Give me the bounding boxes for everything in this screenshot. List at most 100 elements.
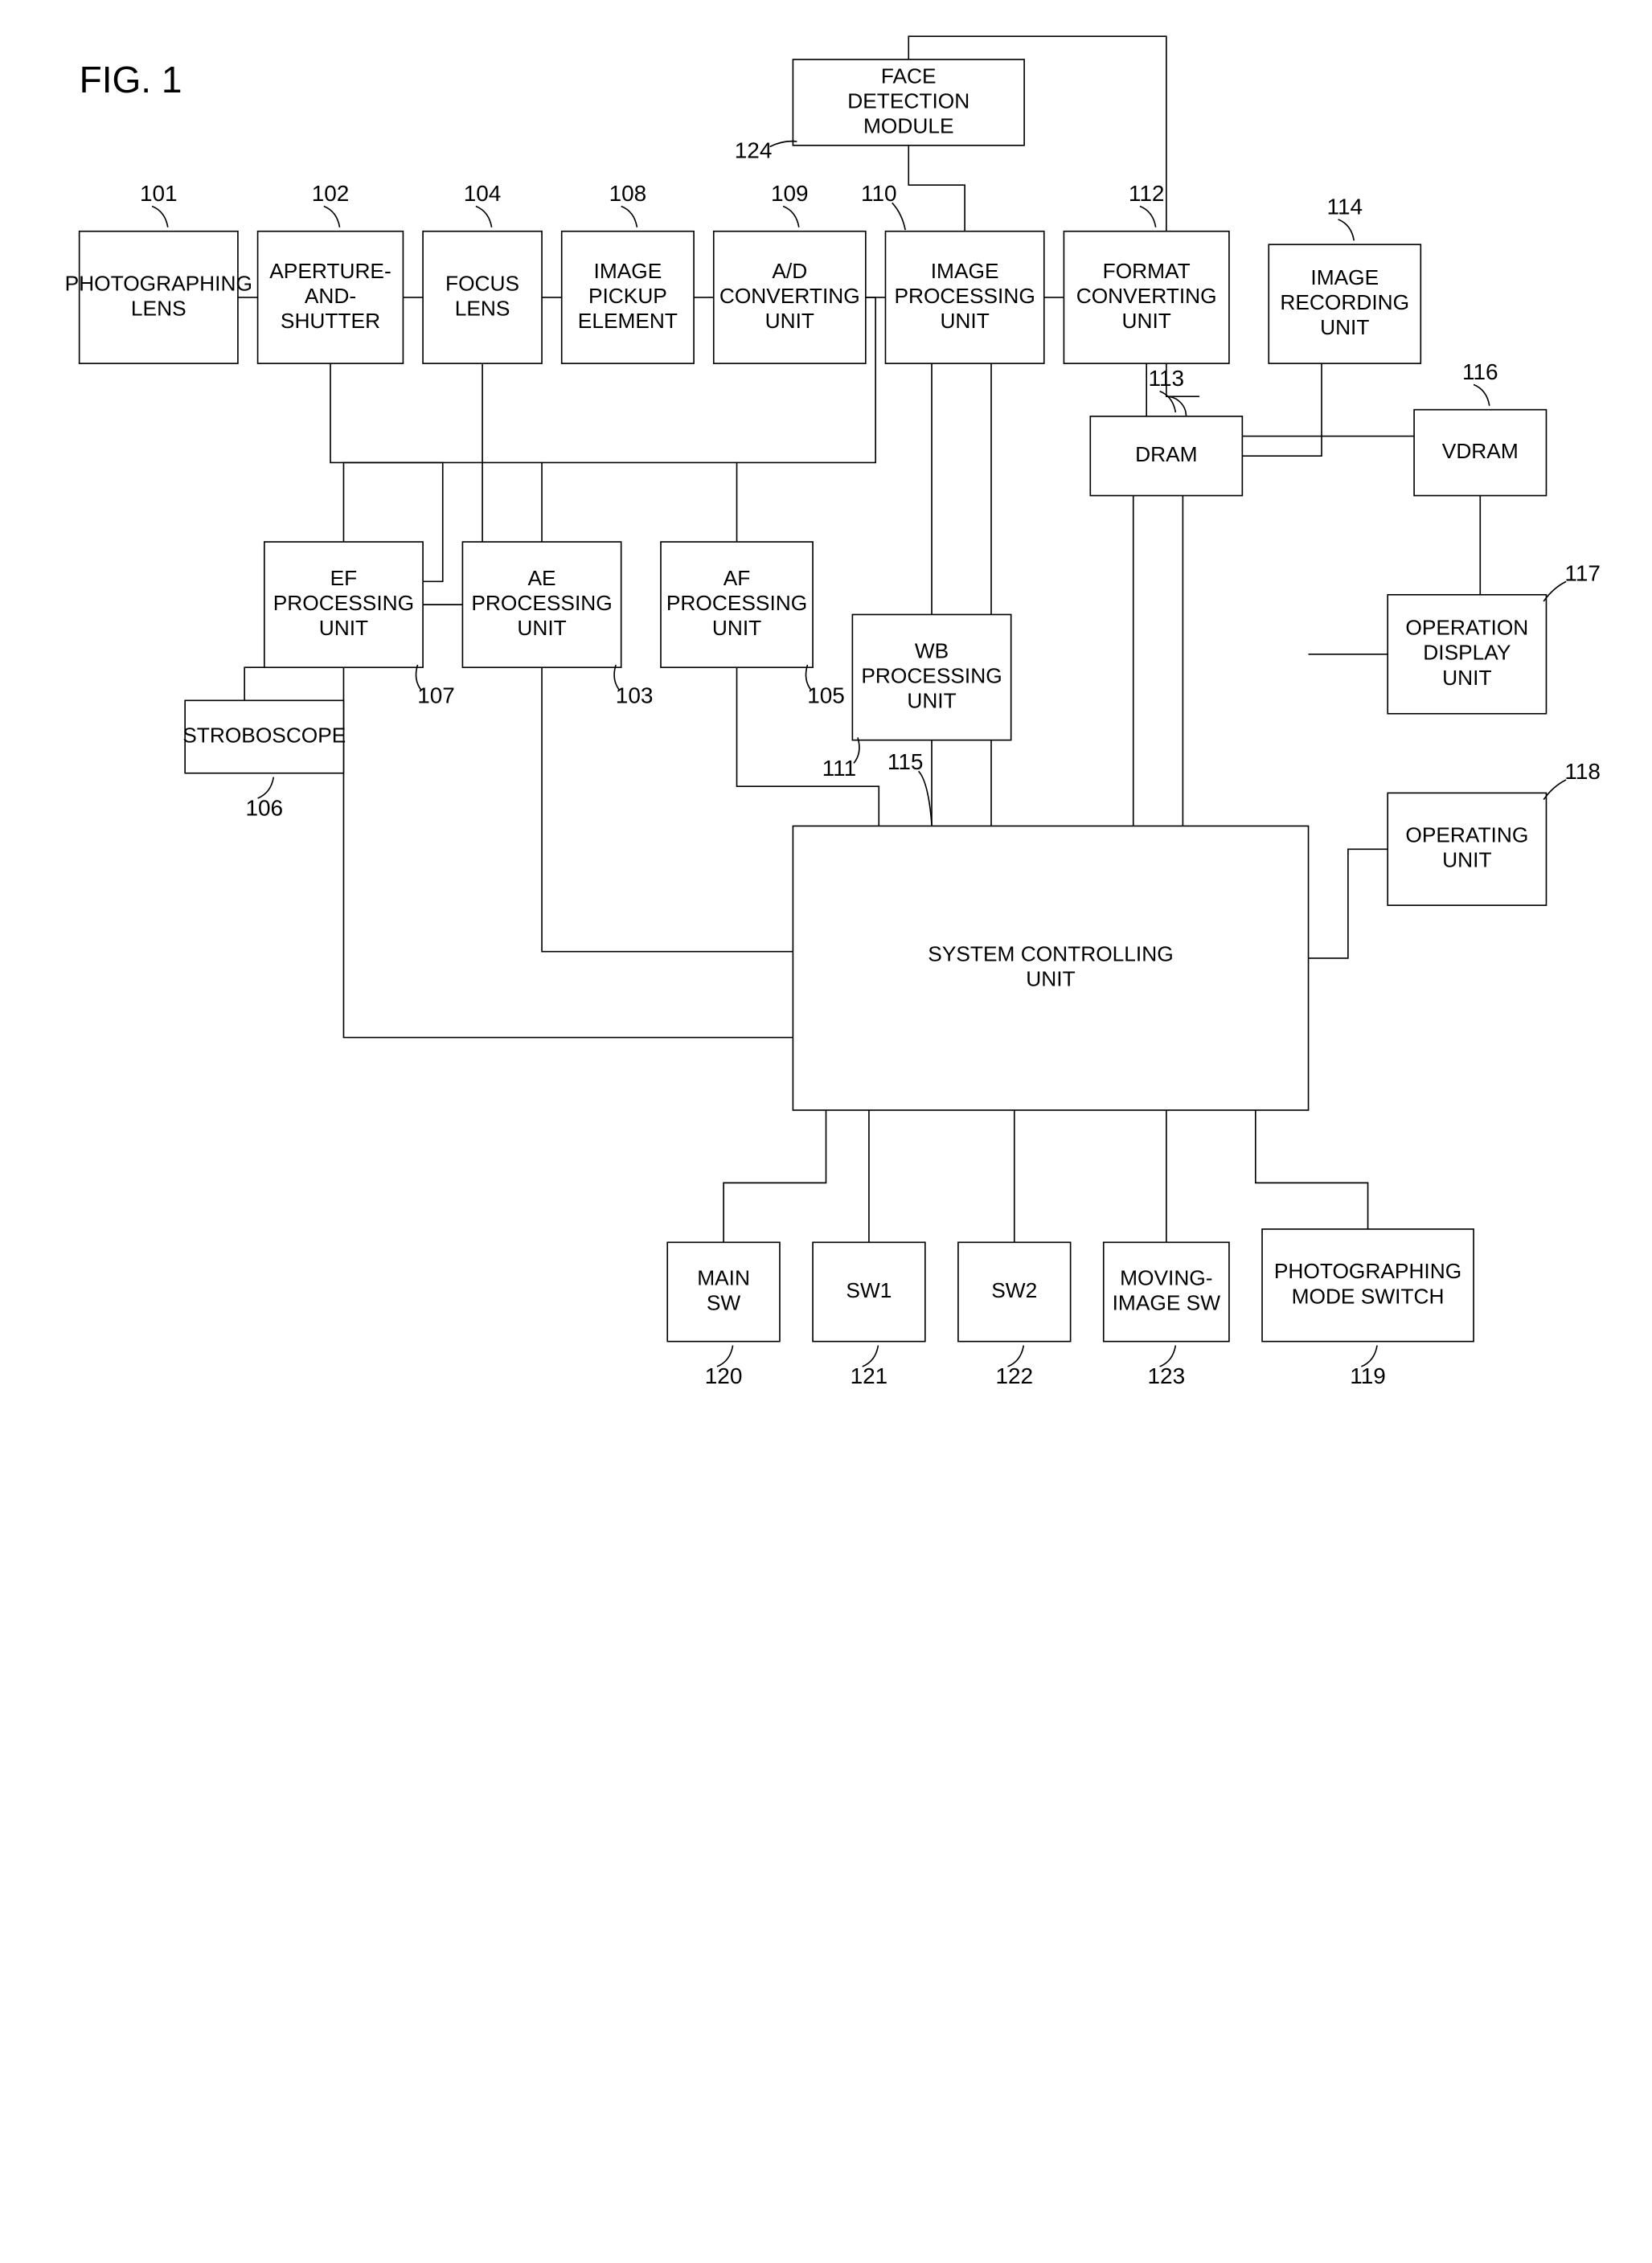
ad-converting-label: UNIT (765, 309, 814, 333)
ad-converting-label: A/D (772, 259, 807, 283)
aperture-shutter-label: APERTURE- (269, 259, 391, 283)
af-processing-ref: 105 (807, 683, 845, 708)
focus-lens-label: FOCUS (445, 271, 519, 295)
op-display-label: UNIT (1442, 666, 1491, 690)
sw1-ref: 121 (851, 1363, 888, 1388)
image-pickup-label: IMAGE (594, 259, 662, 283)
face-detection-label: FACE (881, 64, 937, 88)
system-controlling-label: UNIT (1026, 967, 1075, 991)
image-processing-label: PROCESSING (894, 284, 1035, 308)
face-detection-label: DETECTION (847, 88, 969, 113)
image-pickup-label: PICKUP (588, 284, 667, 308)
sw2-block: SW2122 (958, 1242, 1071, 1388)
image-pickup-block: IMAGEPICKUPELEMENT 108 (562, 181, 694, 363)
moving-image-sw-label: MOVING- (1120, 1265, 1212, 1289)
af-processing-label: PROCESSING (666, 591, 807, 615)
wire (542, 462, 736, 542)
wb-processing-label: UNIT (907, 689, 956, 713)
image-pickup-label: ELEMENT (578, 309, 678, 333)
image-pickup-ref: 108 (609, 181, 647, 206)
wire (343, 667, 793, 1037)
main-sw-label: MAIN (697, 1265, 750, 1289)
photo-mode-switch-label: PHOTOGRAPHING (1274, 1259, 1461, 1283)
aperture-shutter-label: SHUTTER (281, 309, 380, 333)
face-detection-ref: 124 (735, 137, 773, 162)
operating-unit-ref: 118 (1564, 759, 1601, 784)
ae-processing-block: AEPROCESSINGUNIT 103 (462, 542, 653, 708)
sw2-label: SW2 (991, 1278, 1037, 1302)
main-sw-block: MAINSW 120 (667, 1242, 780, 1388)
af-processing-block: AFPROCESSINGUNIT 105 (661, 542, 845, 708)
wire (1242, 363, 1322, 456)
wb-processing-label: PROCESSING (861, 664, 1002, 688)
moving-image-sw-ref: 123 (1148, 1363, 1186, 1388)
op-display-label: OPERATION (1405, 616, 1528, 640)
wire (542, 667, 793, 951)
image-recording-label: IMAGE (1310, 265, 1379, 289)
sw1-block: SW1 121 (813, 1242, 925, 1388)
vdram-label: VDRAM (1442, 439, 1519, 463)
op-display-block: OPERATIONDISPLAYUNIT117 (1388, 561, 1601, 714)
photographing-lens-label: PHOTOGRAPHING (65, 271, 252, 295)
moving-image-sw-label: IMAGE SW (1113, 1290, 1221, 1314)
image-processing-label: IMAGE (931, 259, 999, 283)
af-processing-label: UNIT (712, 616, 761, 640)
stroboscope-ref: 106 (245, 795, 283, 820)
dram-label: DRAM (1135, 442, 1197, 466)
af-processing-label: AF (724, 566, 751, 590)
format-converting-label: FORMAT (1103, 259, 1191, 283)
image-processing-ref: 110 (861, 181, 897, 206)
face-detection-label: MODULE (863, 113, 954, 137)
operating-unit-block: OPERATINGUNIT 118 (1388, 759, 1601, 905)
ad-converting-label: CONVERTING (719, 284, 860, 308)
wire (1309, 849, 1388, 958)
image-processing-label: UNIT (940, 309, 989, 333)
ae-processing-label: PROCESSING (471, 591, 612, 615)
image-recording-label: UNIT (1320, 315, 1369, 339)
operating-unit-label: UNIT (1442, 848, 1491, 872)
main-sw-label: SW (707, 1290, 741, 1314)
ae-processing-label: UNIT (517, 616, 566, 640)
wire (1256, 1110, 1368, 1229)
image-recording-ref: 114 (1326, 194, 1363, 219)
aperture-shutter-block: APERTURE-AND-SHUTTER102 (258, 181, 404, 363)
ef-processing-label: EF (330, 566, 358, 590)
format-converting-label: UNIT (1121, 309, 1170, 333)
vdram-block: VDRAM116 (1414, 359, 1546, 496)
ef-processing-label: UNIT (319, 616, 368, 640)
photographing-lens-block: PHOTOGRAPHINGLENS 101 (65, 181, 252, 363)
wb-processing-label: WB (915, 638, 949, 662)
moving-image-sw-block: MOVING-IMAGE SW 123 (1104, 1242, 1229, 1388)
sw1-label: SW1 (846, 1278, 892, 1302)
format-converting-label: CONVERTING (1076, 284, 1217, 308)
operating-unit-label: OPERATING (1405, 823, 1528, 847)
photographing-lens-ref: 101 (140, 181, 178, 206)
wb-processing-ref: 111 (822, 756, 856, 781)
main-sw-ref: 120 (705, 1363, 743, 1388)
op-display-label: DISPLAY (1423, 641, 1511, 665)
photo-mode-switch-block: PHOTOGRAPHINGMODE SWITCH119 (1262, 1229, 1474, 1388)
image-processing-block: IMAGEPROCESSINGUNIT 110 (861, 181, 1044, 363)
format-converting-ref: 112 (1129, 181, 1165, 206)
figure-title: FIG. 1 (80, 59, 182, 100)
wire (724, 1110, 826, 1242)
wire (908, 146, 965, 232)
ad-converting-ref: 109 (771, 181, 809, 206)
focus-lens-ref: 104 (464, 181, 502, 206)
ae-processing-ref: 103 (616, 683, 654, 708)
ad-converting-block: A/DCONVERTINGUNIT 109 (714, 181, 866, 363)
focus-lens-block: FOCUSLENS104 (423, 181, 542, 363)
photographing-lens-label: LENS (131, 296, 187, 320)
ef-processing-block: EFPROCESSINGUNIT107 (264, 542, 455, 708)
photo-mode-switch-ref: 119 (1350, 1363, 1386, 1388)
system-controlling-ref: 115 (887, 749, 924, 774)
face-detection-block: FACEDETECTIONMODULE 124 (735, 59, 1024, 162)
ae-processing-label: AE (527, 566, 555, 590)
image-recording-block: IMAGERECORDINGUNIT 114 (1269, 194, 1420, 363)
aperture-shutter-label: AND- (305, 284, 356, 308)
dram-ref: 113 (1149, 366, 1185, 391)
image-recording-label: RECORDING (1280, 290, 1409, 314)
stroboscope-block: STROBOSCOPE106 (182, 700, 346, 820)
ef-processing-ref: 107 (417, 683, 455, 708)
format-converting-block: FORMATCONVERTINGUNIT 112 (1064, 181, 1229, 363)
